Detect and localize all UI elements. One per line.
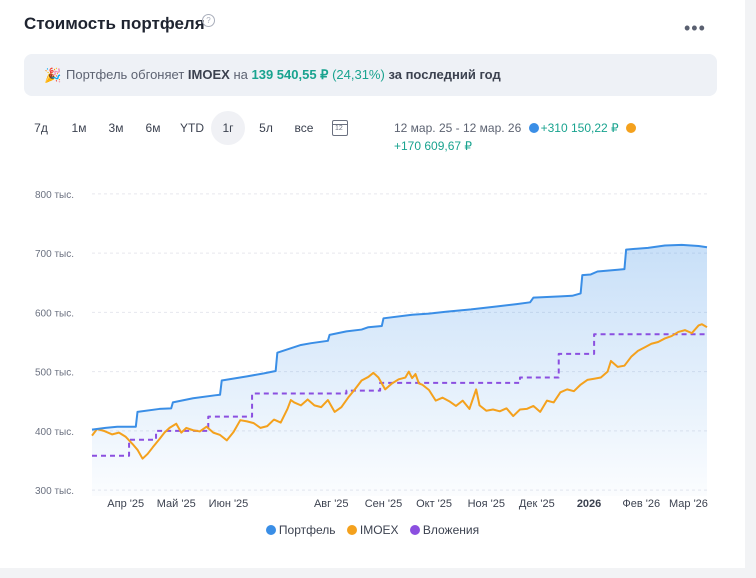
banner-index: IMOEX xyxy=(187,67,230,82)
help-icon[interactable]: ? xyxy=(202,14,215,27)
invest-legend-icon xyxy=(409,525,420,535)
period-3m[interactable]: 3м xyxy=(108,121,124,135)
series-portfolio xyxy=(91,243,708,431)
x-axis: Апр '25 Май '25 Июн '25 Авг '25 Сен '25 Окт '… xyxy=(107,498,708,510)
x-tick-label: Окт '25 xyxy=(416,498,452,510)
banner-pct: (24,31%) xyxy=(332,67,385,82)
portfolio-delta: +310 150,22 ₽ xyxy=(540,121,619,135)
performance-banner: 🎉 Портфель обгоняет IMOEX на 139 540,55 … xyxy=(24,54,717,96)
period-6m[interactable]: 6м xyxy=(145,121,161,135)
series-imoex xyxy=(91,323,708,460)
y-tick-label: 700 тыс. xyxy=(35,249,74,260)
x-tick-label: Мар '26 xyxy=(669,498,708,510)
range-info: 12 мар. 25 - 12 мар. 26 +310 150,22 ₽ xyxy=(394,121,638,135)
imoex-dot-icon xyxy=(626,123,636,133)
calendar-icon[interactable]: 12 xyxy=(332,120,348,136)
legend-item-imoex[interactable]: IMOEX xyxy=(346,523,399,537)
banner-on: на xyxy=(233,67,248,82)
banner-suffix: за последний год xyxy=(388,67,501,82)
y-tick-label: 800 тыс. xyxy=(35,190,74,201)
portfolio-card: Стоимость портфеля ? ••• 🎉 Портфель обго… xyxy=(0,0,745,568)
range-dates: 12 мар. 25 - 12 мар. 26 xyxy=(394,121,522,135)
x-tick-label: Июн '25 xyxy=(209,498,249,510)
y-tick-label: 400 тыс. xyxy=(35,427,74,438)
x-tick-label: Сен '25 xyxy=(365,498,403,510)
legend-label-invest: Вложения xyxy=(422,523,480,537)
page-title: Стоимость портфеля xyxy=(24,14,205,33)
more-options-icon[interactable]: ••• xyxy=(684,18,706,38)
period-5y[interactable]: 5л xyxy=(259,121,273,135)
banner-amount: 139 540,55 ₽ xyxy=(251,67,329,82)
x-tick-label: Дек '25 xyxy=(519,498,555,510)
portfolio-dot-icon xyxy=(528,123,539,133)
legend-label-imoex: IMOEX xyxy=(359,523,399,537)
portfolio-legend-icon xyxy=(265,525,276,535)
imoex-delta: +170 609,67 ₽ xyxy=(394,139,473,153)
period-7d[interactable]: 7д xyxy=(34,121,48,135)
legend-label-portfolio: Портфель xyxy=(278,523,336,537)
y-tick-label: 500 тыс. xyxy=(35,368,74,379)
calendar-icon-num: 12 xyxy=(335,125,343,132)
x-tick-label: Авг '25 xyxy=(314,498,349,510)
legend-item-invest[interactable]: Вложения xyxy=(409,523,480,537)
x-tick-label: Фев '26 xyxy=(622,498,660,510)
x-tick-label: Май '25 xyxy=(157,498,196,510)
portfolio-chart[interactable]: 800 тыс. 700 тыс. 600 тыс. 500 тыс. 400 тыс.… xyxy=(0,170,745,510)
period-1y[interactable]: 1г xyxy=(211,111,245,145)
series xyxy=(91,243,708,496)
legend-item-portfolio[interactable]: Портфель xyxy=(265,523,336,537)
banner-text: Портфель обгоняет IMOEX на 139 540,55 ₽ … xyxy=(66,54,501,96)
imoex-legend-icon xyxy=(346,525,357,535)
period-all[interactable]: все xyxy=(294,121,314,135)
banner-prefix: Портфель обгоняет xyxy=(66,67,185,82)
portfolio-area xyxy=(92,244,707,496)
y-tick-label: 300 тыс. xyxy=(35,486,74,497)
period-ytd[interactable]: YTD xyxy=(180,121,204,135)
party-popper-icon: 🎉 xyxy=(44,67,62,83)
series-investments xyxy=(92,333,707,457)
x-tick-label: 2026 xyxy=(577,498,601,510)
x-tick-label: Апр '25 xyxy=(107,498,144,510)
legend: Портфель IMOEX Вложения xyxy=(0,523,745,537)
period-1m[interactable]: 1м xyxy=(71,121,87,135)
y-tick-label: 600 тыс. xyxy=(35,308,74,319)
x-tick-label: Ноя '25 xyxy=(468,498,505,510)
